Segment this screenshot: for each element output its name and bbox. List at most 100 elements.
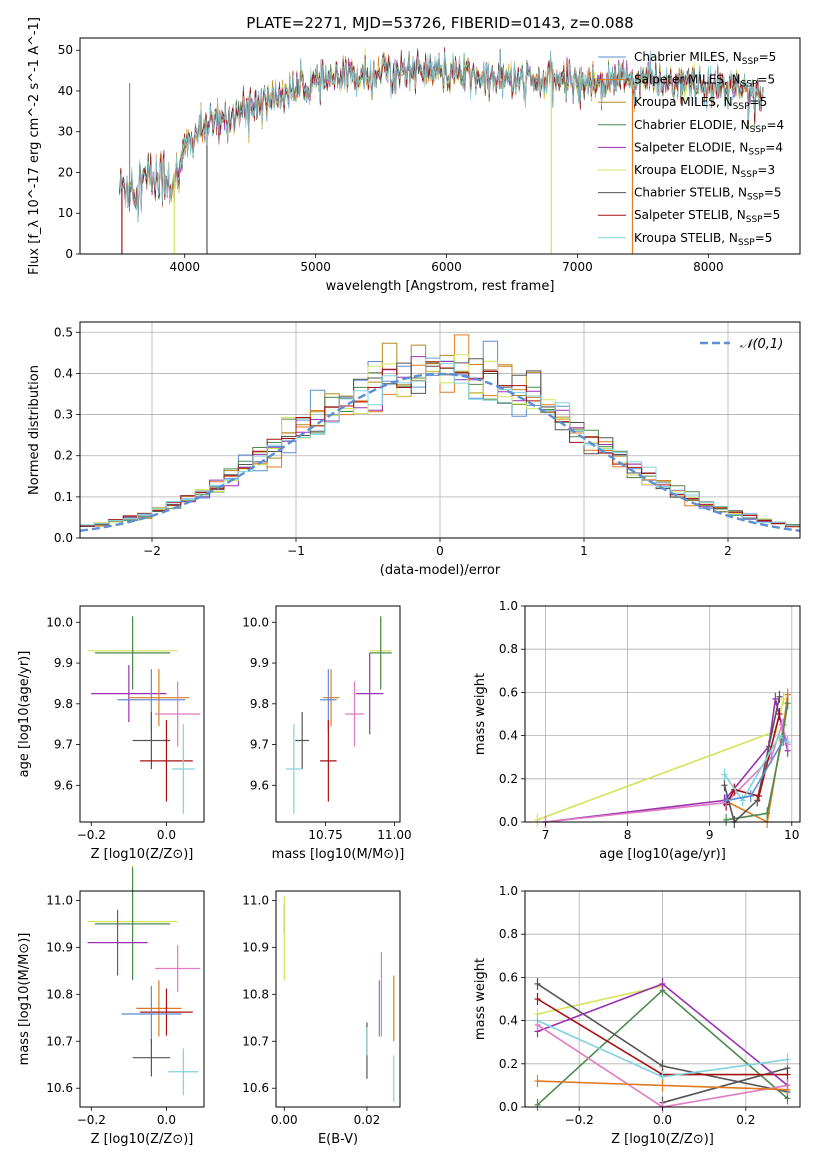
y-axis-label: mass weight xyxy=(473,958,488,1040)
x-tick-label: 5000 xyxy=(300,260,331,274)
y-tick-label: 10.9 xyxy=(46,940,73,954)
y-tick-label: 1.0 xyxy=(499,599,518,613)
y-tick-label: 10.8 xyxy=(46,987,73,1001)
x-tick-label: −0.2 xyxy=(77,1113,106,1127)
y-tick-label: 9.8 xyxy=(250,697,269,711)
x-tick-label: 2 xyxy=(724,544,732,558)
y-tick-label: 0.3 xyxy=(54,408,73,422)
legend-label: Salpeter STELIB, NSSP=5 xyxy=(634,208,780,225)
x-axis-label: E(B-V) xyxy=(318,1132,358,1147)
y-tick-label: 9.7 xyxy=(250,738,269,752)
y-tick-label: 9.9 xyxy=(54,656,73,670)
x-axis-label: wavelength [Angstrom, rest frame] xyxy=(326,279,555,294)
age-vs-metallicity-panel: −0.2 0.0 9.6 9.7 9.8 9.9 10.0 Z [log10(Z/Z⊙)] ag… xyxy=(17,605,205,862)
plot-area xyxy=(118,47,764,254)
x-tick-label: 0.0 xyxy=(157,828,176,842)
y-tick-label: 10.7 xyxy=(46,1034,73,1048)
x-tick-label: 0.0 xyxy=(157,1113,176,1127)
axes-frame xyxy=(275,890,401,1108)
y-tick-label: 0.6 xyxy=(499,970,518,984)
x-tick-label: 10.75 xyxy=(308,828,342,842)
series-line xyxy=(725,703,789,821)
mass-vs-ebv-panel: 0.00 0.02 10.6 10.7 10.8 10.9 11.0 E(B-V) xyxy=(242,890,401,1147)
plot-area xyxy=(87,616,201,814)
y-tick-label: 11.0 xyxy=(46,893,73,907)
y-tick-label: 0.2 xyxy=(499,772,518,786)
y-axis-label: mass [log10(M/M⊙)] xyxy=(17,933,32,1066)
x-tick-label: −2 xyxy=(143,544,161,558)
spectrum-line xyxy=(118,51,764,222)
plot-area xyxy=(87,865,201,1096)
y-tick-label: 0.4 xyxy=(499,1014,518,1028)
ticks: −0.2 0.0 10.6 10.7 10.8 10.9 11.0 xyxy=(46,893,176,1127)
y-tick-label: 9.6 xyxy=(250,778,269,792)
y-tick-label: 10.6 xyxy=(46,1081,73,1095)
x-tick-label: −1 xyxy=(287,544,305,558)
y-tick-label: 0.5 xyxy=(54,325,73,339)
x-tick-label: 8 xyxy=(624,828,632,842)
y-tick-label: 9.9 xyxy=(250,656,269,670)
x-tick-label: 7 xyxy=(542,828,550,842)
x-axis-label: Z [log10(Z/Z⊙)] xyxy=(611,1132,714,1147)
y-axis-label: Flux [f_λ 10^-17 erg cm^-2 s^-1 A^-1] xyxy=(27,17,42,275)
x-tick-label: 7000 xyxy=(562,260,593,274)
y-tick-label: 10.0 xyxy=(242,615,269,629)
plot-area xyxy=(534,688,791,828)
x-tick-label: 8000 xyxy=(693,260,724,274)
axes-frame xyxy=(524,890,801,1108)
y-tick-label: 0.1 xyxy=(54,490,73,504)
axes-frame xyxy=(275,605,401,823)
ticks: −2 −1 0 1 2 0.0 0.1 0.2 0.3 0.4 0.5 xyxy=(54,325,732,558)
x-tick-label: 0.2 xyxy=(736,1113,755,1127)
histogram-step xyxy=(80,357,800,526)
axes-frame xyxy=(524,605,801,823)
plot-area xyxy=(79,334,801,532)
legend: 𝒩(0,1) xyxy=(700,337,783,352)
y-tick-label: 0.4 xyxy=(54,366,73,380)
plot-area xyxy=(534,977,791,1113)
x-axis-label: age [log10(age/yr)] xyxy=(599,847,726,862)
x-tick-label: 0.00 xyxy=(271,1113,298,1127)
y-tick-label: 30 xyxy=(58,125,73,139)
spectrum-panel: 4000 5000 6000 7000 8000 0 10 20 30 40 50 wavelengt… xyxy=(27,17,801,294)
series-line xyxy=(537,985,663,1015)
y-tick-label: 0.0 xyxy=(499,815,518,829)
y-tick-label: 20 xyxy=(58,165,73,179)
ticks: 4000 5000 6000 7000 8000 0 10 20 30 40 50 xyxy=(58,43,724,274)
gaussian-curve xyxy=(79,372,801,532)
x-tick-label: 9 xyxy=(706,828,714,842)
x-tick-label: 0 xyxy=(436,544,444,558)
y-tick-label: 1.0 xyxy=(499,884,518,898)
figure-title: PLATE=2271, MJD=53726, FIBERID=0143, z=0… xyxy=(246,14,633,32)
y-tick-label: 0 xyxy=(65,247,73,261)
mass-vs-metallicity-panel: −0.2 0.0 10.6 10.7 10.8 10.9 11.0 Z [log10(Z/Z⊙… xyxy=(17,865,205,1147)
axes-frame xyxy=(79,890,205,1108)
y-tick-label: 10.0 xyxy=(46,615,73,629)
ticks: 10.75 11.00 9.6 9.7 9.8 9.9 10.0 xyxy=(242,615,411,842)
y-tick-label: 0.4 xyxy=(499,729,518,743)
legend-label: Kroupa STELIB, NSSP=5 xyxy=(634,231,772,248)
grid-lines xyxy=(525,605,800,823)
x-tick-label: 4000 xyxy=(169,260,200,274)
x-tick-label: 1 xyxy=(580,544,588,558)
ticks: 0.00 0.02 10.6 10.7 10.8 10.9 11.0 xyxy=(242,893,380,1127)
y-tick-label: 9.8 xyxy=(54,697,73,711)
ticks: −0.2 0.0 0.2 0.0 0.2 0.4 0.6 0.8 1.0 xyxy=(499,884,755,1127)
y-tick-label: 10.7 xyxy=(242,1034,269,1048)
x-tick-label: 0.0 xyxy=(653,1113,672,1127)
legend-label: Chabrier MILES, NSSP=5 xyxy=(634,50,776,67)
y-tick-label: 0.0 xyxy=(54,531,73,545)
legend-label: Chabrier ELODIE, NSSP=4 xyxy=(634,118,784,135)
x-tick-label: 6000 xyxy=(431,260,462,274)
y-tick-label: 50 xyxy=(58,43,73,57)
age-vs-mass-panel: 10.75 11.00 9.6 9.7 9.8 9.9 10.0 mass [log10(M/… xyxy=(242,605,412,862)
mass-weight-vs-metallicity-panel: −0.2 0.0 0.2 0.0 0.2 0.4 0.6 0.8 1.0 Z [log10(Z/Z… xyxy=(473,884,801,1147)
y-tick-label: 9.7 xyxy=(54,738,73,752)
x-tick-label: 11.00 xyxy=(377,828,411,842)
y-tick-label: 0.2 xyxy=(499,1057,518,1071)
y-tick-label: 0.2 xyxy=(54,449,73,463)
y-tick-label: 9.6 xyxy=(54,778,73,792)
y-axis-label: age [log10(age/yr)] xyxy=(17,651,32,778)
x-axis-label: Z [log10(Z/Z⊙)] xyxy=(91,847,194,862)
